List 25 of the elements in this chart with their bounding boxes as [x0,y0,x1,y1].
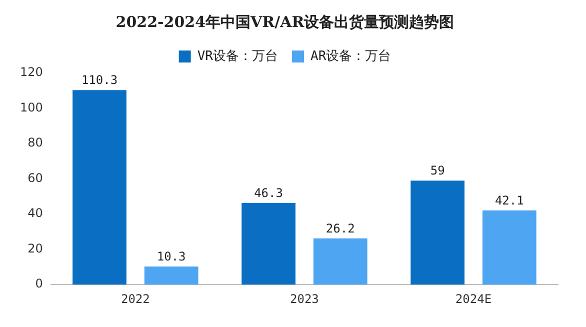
legend-label: VR设备：万台 [197,48,278,64]
bar [242,202,296,285]
data-label: 26.2 [326,222,355,236]
bar [313,238,368,285]
x-tick-label: 2022 [120,292,150,306]
data-label: 110.3 [81,73,118,88]
data-label: 42.1 [494,193,524,208]
bar [144,266,198,285]
legend-label: AR设备：万台 [310,48,392,64]
bar [410,180,465,285]
data-label: 59 [430,164,445,178]
y-tick-label: 120 [20,65,43,80]
x-tick-label: 2024E [455,292,492,306]
y-tick-label: 0 [35,276,43,291]
bar [72,90,126,285]
x-tick-label: 2023 [290,292,319,306]
y-tick-label: 60 [28,170,43,185]
y-tick-label: 40 [28,206,43,220]
y-tick-label: 20 [28,241,43,256]
chart-title: 2022-2024年中国VR/AR设备出货量预测趋势图 [116,12,454,31]
y-tick-label: 80 [28,136,43,150]
bar [482,210,536,285]
data-label: 46.3 [254,186,283,200]
y-tick-label: 100 [20,100,43,114]
data-label: 10.3 [156,250,186,264]
